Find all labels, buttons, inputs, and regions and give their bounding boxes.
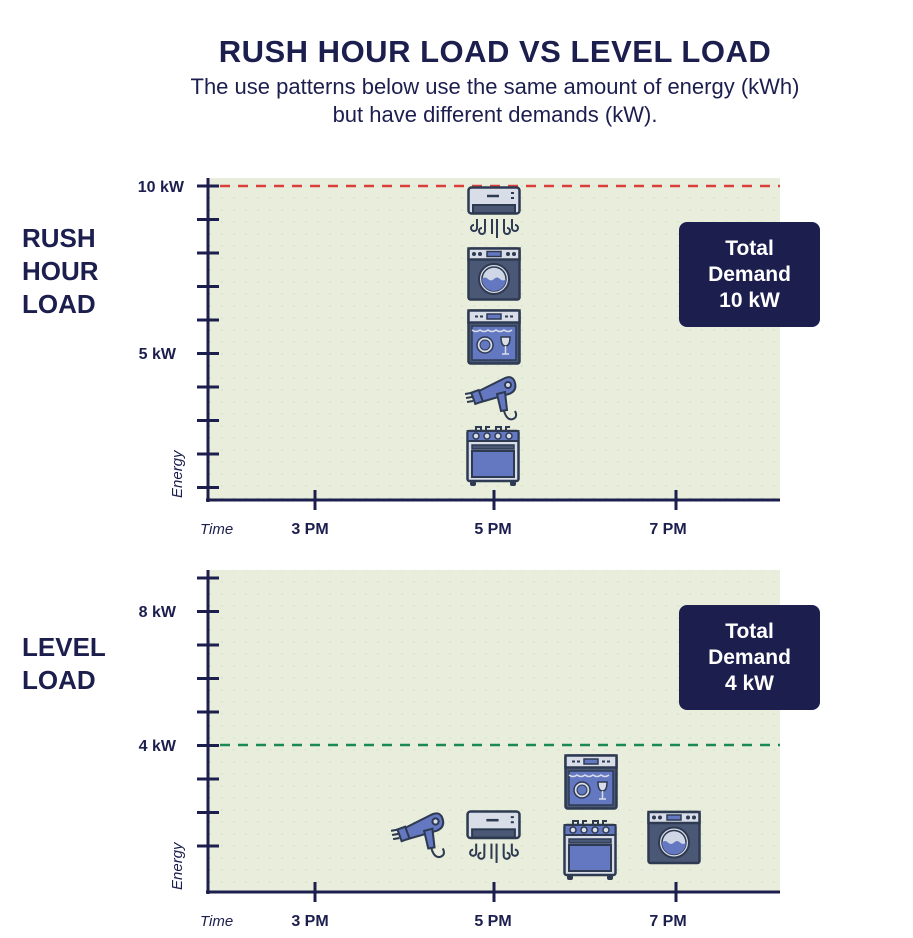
level-load-label: LEVEL LOAD: [22, 631, 122, 697]
x-axis-title: Time: [200, 521, 233, 538]
x-tick-label: 3 PM: [291, 521, 328, 538]
total-demand-badge: Total Demand 10 kW: [679, 222, 820, 327]
y-axis-title: Energy: [169, 449, 186, 498]
label-line: LEVEL: [22, 632, 106, 662]
x-axis-title: Time: [200, 913, 233, 930]
x-tick-label: 7 PM: [649, 913, 686, 930]
x-tick-label: 7 PM: [649, 521, 686, 538]
label-line: LOAD: [22, 665, 96, 695]
label-line: HOUR: [22, 256, 99, 286]
label-line: LOAD: [22, 289, 96, 319]
badge-line: Demand: [708, 262, 791, 286]
stove-icon: [466, 425, 520, 487]
subtitle-line-2: but have different demands (kW).: [332, 102, 658, 127]
badge-value: 4 kW: [724, 671, 774, 695]
y-tick-label: 8 kW: [139, 604, 177, 621]
dishwasher-icon: [467, 309, 521, 365]
washing-machine-icon: [647, 810, 701, 865]
washing-machine-icon: [467, 247, 521, 301]
x-tick-label: 5 PM: [474, 913, 511, 930]
y-tick-label: 10 kW: [138, 179, 185, 196]
badge-value: 10 kW: [719, 288, 780, 312]
dishwasher-icon: [564, 754, 618, 810]
total-demand-badge: Total Demand 4 kW: [679, 605, 820, 710]
page-title: RUSH HOUR LOAD VS LEVEL LOAD: [218, 34, 772, 69]
y-ticks: [197, 184, 219, 489]
label-line: RUSH: [22, 223, 96, 253]
badge-line: Total: [725, 236, 774, 260]
badge-line: Demand: [708, 645, 791, 669]
stove-icon: [563, 819, 617, 881]
subtitle-line-1: The use patterns below use the same amou…: [190, 74, 800, 99]
x-tick-label: 3 PM: [291, 913, 328, 930]
x-tick-label: 5 PM: [474, 521, 511, 538]
y-tick-label: 4 kW: [139, 738, 177, 755]
y-tick-label: 5 kW: [139, 346, 177, 363]
badge-line: Total: [725, 619, 774, 643]
rush-hour-label: RUSH HOUR LOAD: [22, 222, 122, 321]
y-axis-title: Energy: [169, 841, 186, 890]
y-ticks: [197, 576, 219, 848]
